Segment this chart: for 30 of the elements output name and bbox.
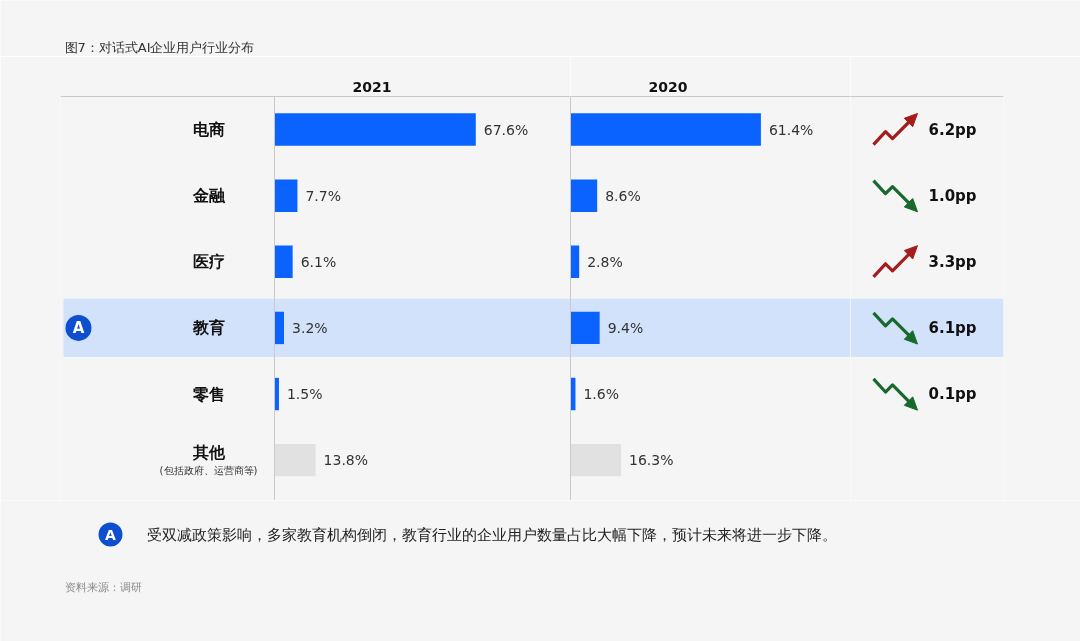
data-label: 3.2% [292,319,328,336]
y-tick-label: 其他 (包括政府、运营商等) [159,442,258,476]
caption: 图7：对话式AI企业用户行业分布 [64,40,255,55]
data-label: 1.0pp [928,186,977,205]
data-label: 0.1pp [928,385,977,404]
data-label: 3.3pp [928,252,977,271]
text: 资料来源：调研 [64,581,142,594]
chart-title: 2021 [352,78,392,95]
y-tick-label: 医疗 [192,252,225,272]
data-label: 7.7% [305,187,341,204]
y-tick-label: 教育 [191,318,225,338]
data-label: 2.8% [587,253,623,270]
data-label: 1.6% [583,386,620,403]
data-label: 13.8% [323,452,369,469]
data-label: 8.6% [605,187,641,204]
data-label: 16.3% [629,452,674,469]
text: 受双减政策影响，多家教育机构倒闭，教育行业的企业用户数量占比大幅下降，预计未来将进一步下降。 [146,525,837,544]
band-label: A [72,318,85,337]
data-label: 6.2pp [928,120,977,139]
chart-title: 2020 [648,78,688,95]
data-label: 9.4% [607,319,644,336]
text: A [105,526,116,543]
data-label: 6.1% [300,253,337,270]
y-tick-label: 零售 [191,384,225,404]
y-tick-label: 电商 [192,120,225,140]
data-label: 61.4% [768,121,814,138]
data-label: 1.5% [286,386,323,403]
data-label: 67.6% [483,121,529,138]
data-label: 6.1pp [928,318,977,337]
y-tick-label: 金融 [191,186,226,206]
